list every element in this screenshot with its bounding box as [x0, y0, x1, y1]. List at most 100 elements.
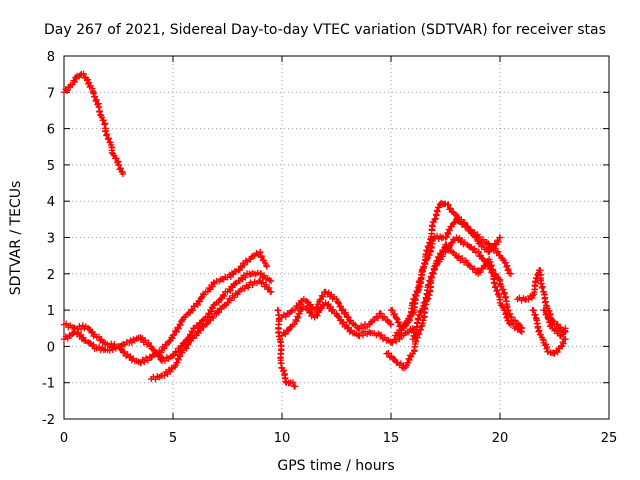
- data-point-fill: [329, 306, 337, 313]
- data-point-fill: [179, 349, 186, 356]
- data-point-fill: [105, 135, 113, 142]
- data-point-fill: [494, 290, 502, 298]
- data-point-fill: [550, 318, 557, 325]
- data-point-fill: [211, 301, 218, 308]
- data-point-fill: [175, 356, 182, 364]
- data-point-fill: [119, 349, 127, 356]
- x-tick-label: 5: [169, 431, 177, 446]
- data-point-fill: [492, 282, 499, 290]
- data-point-fill: [175, 325, 182, 332]
- data-point-fill: [334, 299, 342, 306]
- data-point-fill: [430, 218, 437, 226]
- data-point-fill: [461, 239, 469, 246]
- data-point-fill: [489, 267, 497, 274]
- data-point-fill: [377, 310, 385, 317]
- data-point-fill: [485, 240, 492, 247]
- data-point-fill: [282, 330, 289, 338]
- data-point-fill: [554, 348, 561, 356]
- data-point-fill: [319, 301, 326, 308]
- data-point-fill: [431, 265, 438, 273]
- data-point-fill: [408, 327, 415, 334]
- series-arc-6: [278, 288, 395, 332]
- data-point-fill: [86, 83, 93, 91]
- data-point-fill: [112, 345, 120, 352]
- data-point-fill: [62, 320, 70, 327]
- y-tick-label: 0: [47, 340, 55, 355]
- data-point-fill: [64, 87, 71, 94]
- data-point-fill: [395, 318, 402, 326]
- data-point-fill: [402, 319, 409, 326]
- data-point-fill: [296, 301, 304, 308]
- data-point-fill: [389, 307, 396, 314]
- data-point-fill: [173, 328, 180, 336]
- data-point-fill: [475, 240, 483, 247]
- data-point-fill: [390, 356, 398, 363]
- data-point-fill: [403, 320, 410, 328]
- data-point-fill: [199, 316, 207, 324]
- data-point-fill: [371, 316, 378, 324]
- series-arc-4: [148, 277, 275, 383]
- data-point-fill: [460, 220, 467, 227]
- data-point-fill: [381, 313, 388, 320]
- data-point-fill: [451, 210, 459, 218]
- data-point-fill: [458, 254, 466, 262]
- data-point-fill: [536, 327, 543, 334]
- data-point-fill: [475, 248, 483, 256]
- data-point-fill: [77, 325, 85, 333]
- data-point-fill: [80, 337, 88, 344]
- data-point-fill: [232, 268, 240, 275]
- y-tick-label: -1: [42, 377, 55, 392]
- series-arc-11: [409, 234, 525, 343]
- data-point-fill: [161, 357, 169, 365]
- data-point-fill: [541, 307, 548, 314]
- data-point-fill: [222, 273, 229, 281]
- data-point-fill: [442, 200, 449, 208]
- data-point-fill: [389, 339, 396, 346]
- data-point-fill: [168, 364, 175, 372]
- data-point-fill: [444, 230, 452, 238]
- data-point-fill: [410, 296, 418, 303]
- data-point-fill: [443, 233, 451, 241]
- data-point-fill: [248, 253, 255, 261]
- data-point-fill: [421, 298, 429, 306]
- data-point-fill: [222, 288, 229, 295]
- series-arc-10: [392, 216, 504, 339]
- x-tick-label: 0: [60, 431, 68, 446]
- data-point-fill: [547, 321, 555, 329]
- data-point-fill: [304, 298, 311, 306]
- data-point-fill: [263, 281, 270, 289]
- data-point-fill: [448, 223, 455, 230]
- data-point-fill: [242, 274, 249, 281]
- data-point-fill: [479, 241, 487, 249]
- data-point-fill: [338, 307, 345, 314]
- data-point-fill: [330, 293, 338, 301]
- data-point-fill: [319, 293, 327, 300]
- data-point-fill: [504, 267, 512, 274]
- data-point-fill: [73, 75, 80, 83]
- data-point-fill: [233, 279, 240, 287]
- data-point-fill: [260, 272, 268, 279]
- data-point-fill: [258, 252, 266, 260]
- data-point-fill: [91, 345, 98, 352]
- data-point-fill: [227, 287, 234, 294]
- data-point-fill: [215, 309, 222, 316]
- data-point-fill: [241, 261, 248, 269]
- data-point-fill: [476, 269, 484, 276]
- data-point-fill: [471, 265, 478, 272]
- data-point-fill: [359, 324, 367, 332]
- data-point-fill: [209, 283, 216, 290]
- data-point-fill: [543, 310, 550, 318]
- data-point-fill: [211, 280, 218, 287]
- data-point-fill: [197, 326, 205, 334]
- data-point-fill: [336, 317, 344, 324]
- data-point-fill: [429, 235, 437, 243]
- data-point-fill: [198, 322, 206, 330]
- data-point-fill: [290, 383, 298, 390]
- data-point-fill: [425, 281, 432, 288]
- data-point-fill: [420, 317, 427, 324]
- data-point-fill: [396, 335, 403, 343]
- series-arc-9: [387, 199, 515, 332]
- axis-ticks: 0 5 10 15 20 25 -2 -1 0 1 2 3 4 5 6 7 8: [42, 50, 617, 446]
- data-point-fill: [445, 201, 452, 209]
- data-point-fill: [359, 332, 367, 339]
